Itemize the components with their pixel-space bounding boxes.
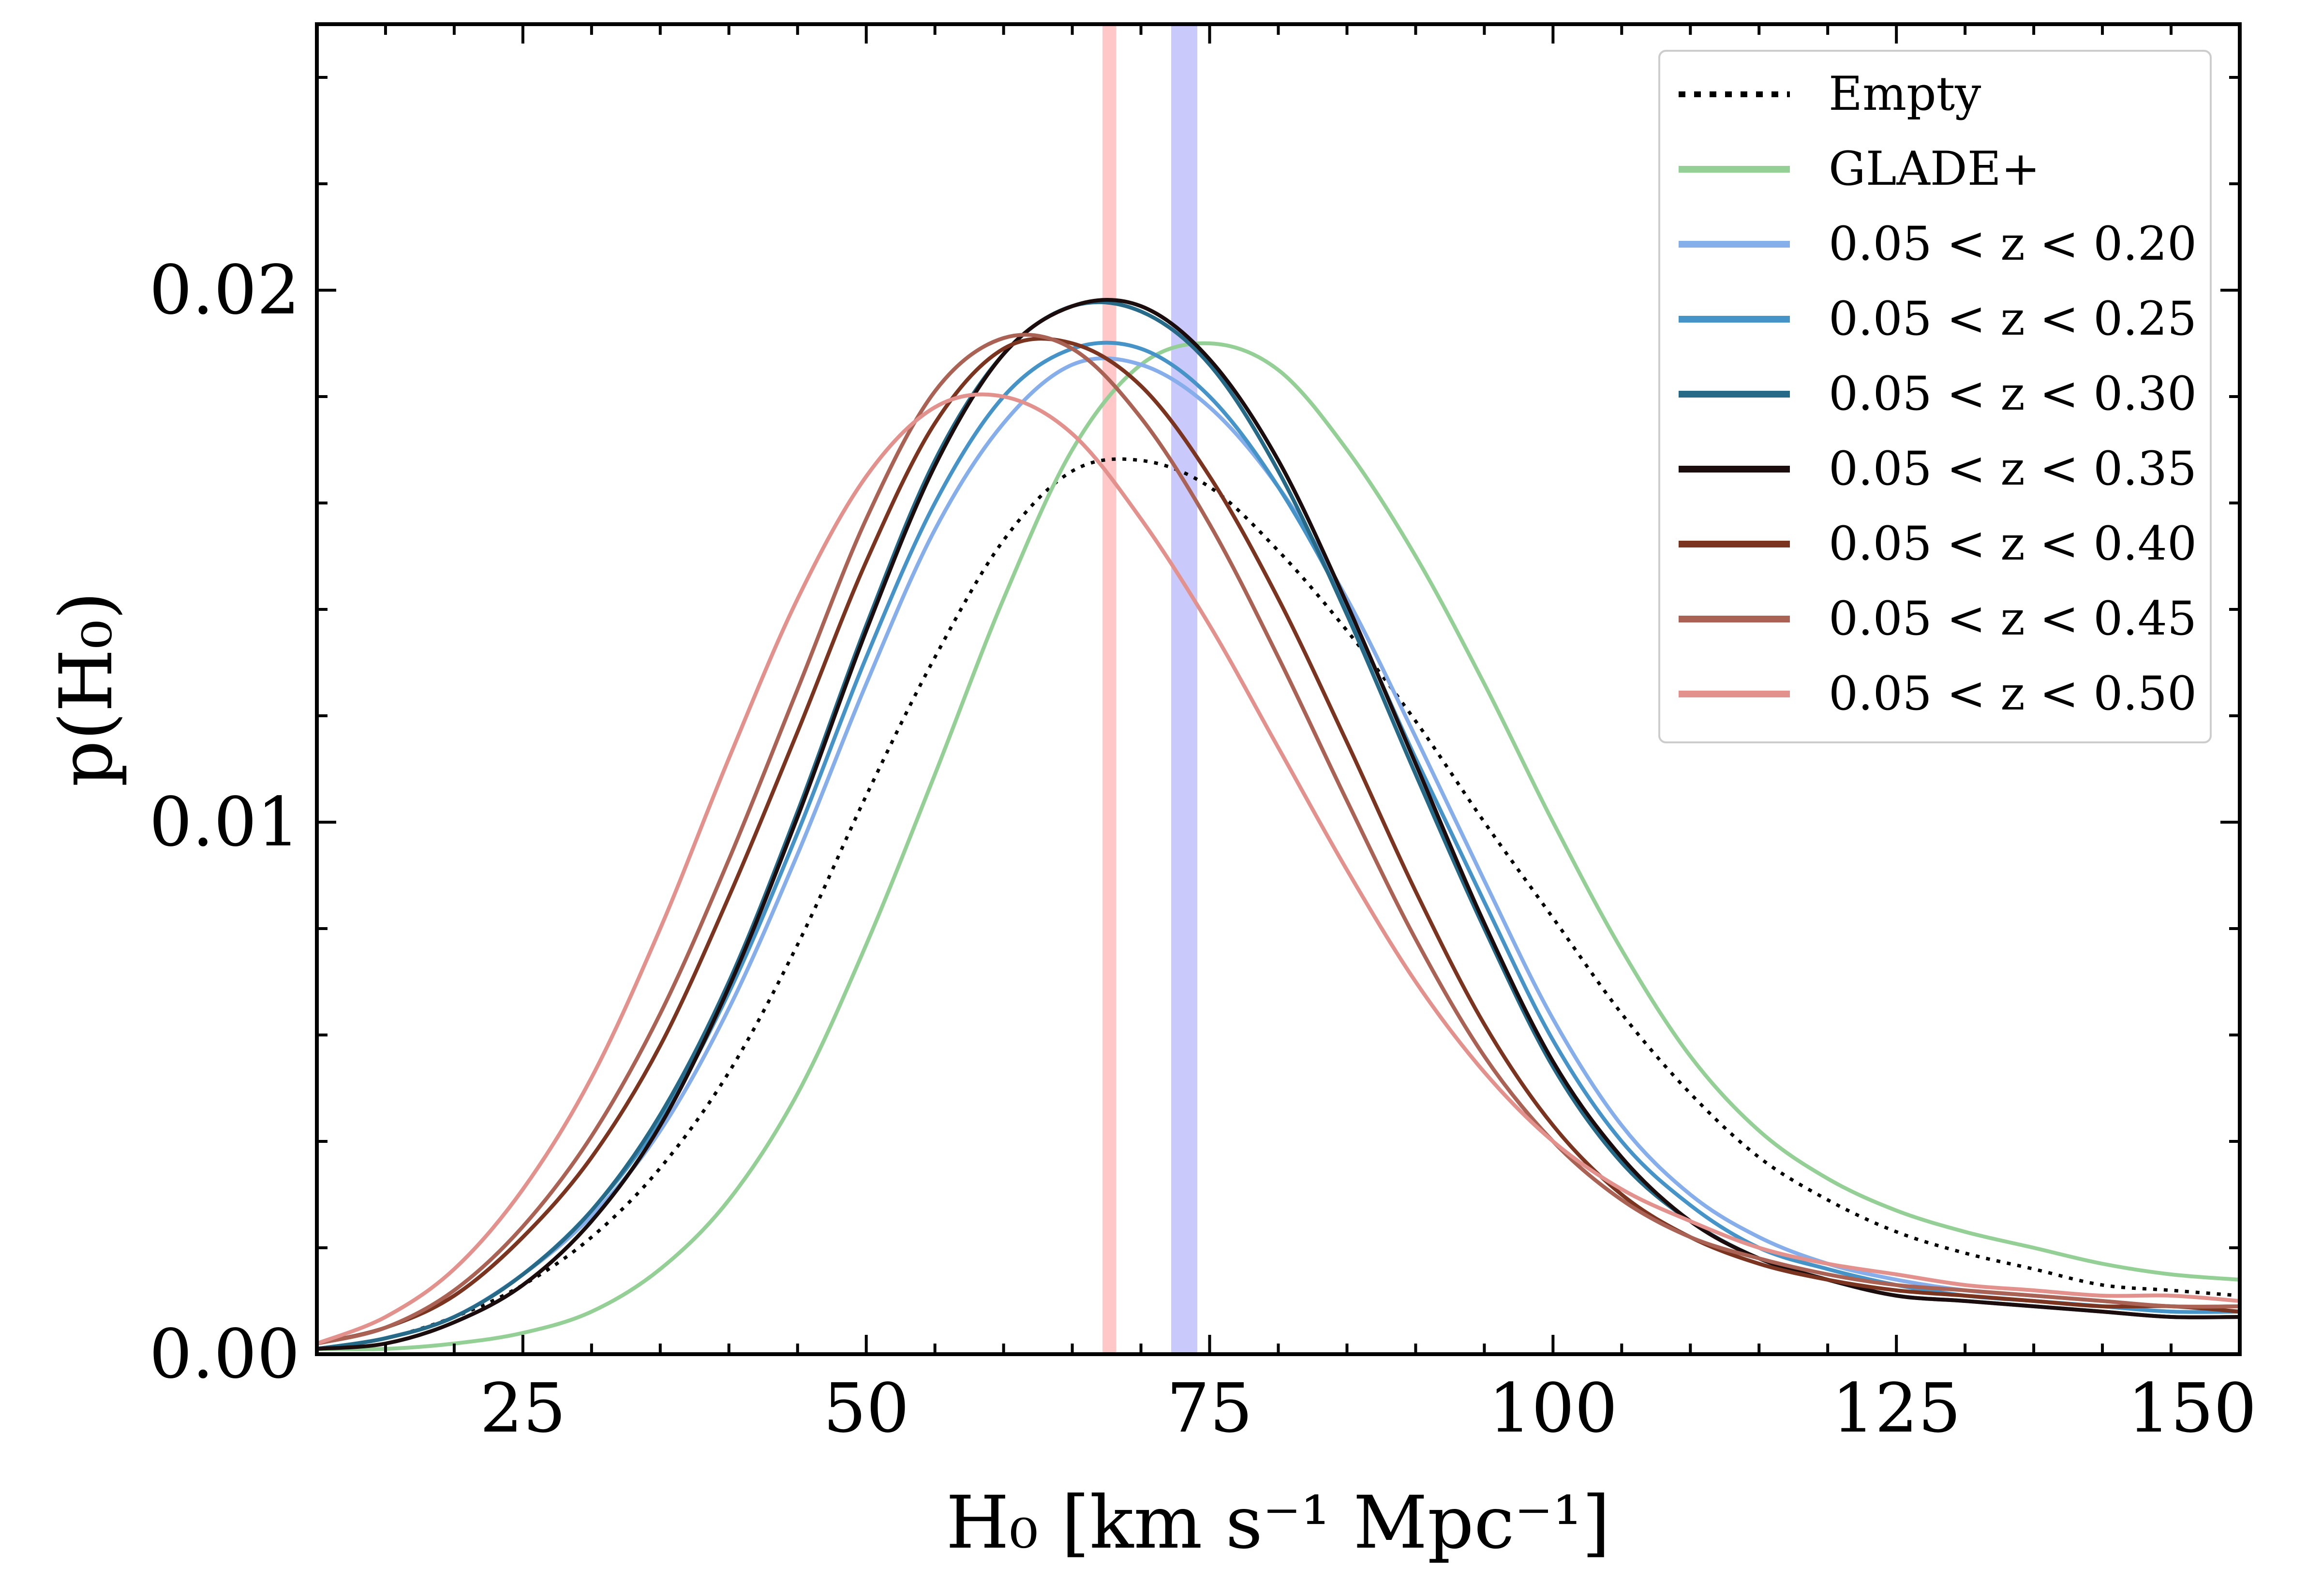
series-lines [317,297,2240,1351]
series-line-0-05-z-0-25 [317,340,2240,1351]
legend-label-0-05-z-0-20: 0.05 < z < 0.20 [1829,217,2197,271]
legend-label-0-05-z-0-45: 0.05 < z < 0.45 [1829,591,2197,646]
legend-label-0-05-z-0-50: 0.05 < z < 0.50 [1829,666,2197,721]
x-tick-labels: 25 50 75 100 125 150 [480,1369,2257,1448]
shoes-band [1171,24,1197,1354]
legend-label-glade: GLADE+ [1829,142,2040,196]
y-tick-label: 0.00 [149,1315,300,1394]
x-tick-label: 100 [1488,1369,1618,1448]
reference-bands [1102,24,1197,1354]
x-tick-label: 150 [2128,1369,2257,1448]
legend-label-0-05-z-0-35: 0.05 < z < 0.35 [1829,442,2197,496]
series-line-0-05-z-0-40 [317,337,2240,1345]
series-line-0-05-z-0-50 [317,392,2240,1345]
y-tick-label: 0.02 [149,251,300,330]
series-line-0-05-z-0-20 [317,356,2240,1351]
x-tick-label: 125 [1832,1369,1961,1448]
x-tick-label: 25 [480,1369,566,1448]
y-axis-label: p(H₀) [45,591,129,787]
legend-frame [1658,50,2212,743]
x-axis-label: H₀ [km s⁻¹ Mpc⁻¹] [946,1481,1610,1565]
series-line-glade [317,341,2240,1351]
x-tick-label: 50 [823,1369,909,1448]
legend-label-0-05-z-0-25: 0.05 < z < 0.25 [1829,292,2197,346]
legend-label-0-05-z-0-30: 0.05 < z < 0.30 [1829,367,2197,421]
y-tick-labels: 0.00 0.01 0.02 [149,251,300,1394]
x-tick-label: 75 [1166,1369,1252,1448]
legend: Empty GLADE+ 0.05 < z < 0.20 0.05 < z < 0.2… [1658,50,2212,743]
axis-ticks [317,24,2240,1354]
planck-band [1102,24,1116,1354]
series-line-0-05-z-0-45 [317,333,2240,1345]
legend-label-empty: Empty [1829,67,1981,121]
y-tick-label: 0.01 [149,783,300,862]
legend-label-0-05-z-0-40: 0.05 < z < 0.40 [1829,517,2197,571]
